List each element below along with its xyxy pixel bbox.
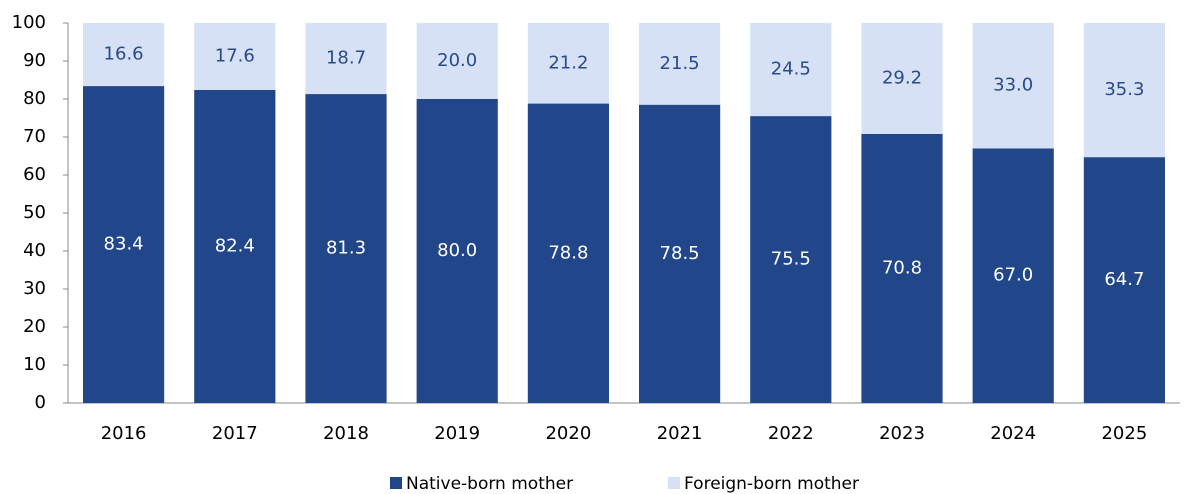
data-label: 64.7 (1104, 269, 1144, 290)
x-tick-label: 2020 (545, 423, 591, 444)
data-label: 70.8 (882, 257, 922, 278)
data-label: 18.7 (326, 48, 366, 69)
y-tick-label: 60 (23, 164, 46, 185)
bar-segment (194, 89, 276, 403)
legend-label: Foreign-born mother (684, 474, 859, 494)
legend-swatch (668, 477, 680, 489)
x-tick-label: 2022 (768, 423, 814, 444)
x-tick-label: 2024 (990, 423, 1036, 444)
bar-segment (750, 23, 832, 117)
bar-segment (527, 23, 609, 104)
bar-segment (972, 148, 1054, 403)
y-tick-label: 100 (12, 12, 46, 33)
bar-segment (83, 23, 165, 87)
data-label: 29.2 (882, 67, 922, 88)
bar-segment (194, 23, 276, 90)
x-tick-label: 2019 (434, 423, 480, 444)
bar-segment (416, 23, 498, 99)
data-label: 82.4 (215, 235, 255, 256)
y-tick-label: 30 (23, 278, 46, 299)
data-label: 35.3 (1104, 79, 1144, 100)
data-label: 24.5 (771, 59, 811, 80)
bar-segment (83, 86, 165, 403)
data-label: 21.5 (660, 53, 700, 74)
data-label: 83.4 (104, 234, 144, 255)
legend-swatch (390, 477, 402, 489)
data-label: 80.0 (437, 240, 477, 261)
bar-segment (1083, 157, 1165, 403)
y-tick-label: 0 (35, 392, 46, 413)
bar-segment (639, 104, 721, 403)
x-tick-label: 2017 (212, 423, 258, 444)
bar-segment (527, 103, 609, 403)
x-tick-label: 2018 (323, 423, 369, 444)
bar-segment (416, 99, 498, 403)
bar-segment (1083, 23, 1165, 158)
x-tick-label: 2025 (1101, 423, 1147, 444)
data-label: 75.5 (771, 249, 811, 270)
y-tick-label: 10 (23, 354, 46, 375)
y-tick-label: 90 (23, 50, 46, 71)
data-label: 67.0 (993, 265, 1033, 286)
y-tick-label: 20 (23, 316, 46, 337)
data-label: 81.3 (326, 238, 366, 259)
x-tick-label: 2016 (101, 423, 147, 444)
bar-segment (639, 23, 721, 105)
x-tick-label: 2021 (657, 423, 703, 444)
legend-label: Native-born mother (406, 474, 573, 494)
bar-segment (305, 94, 387, 403)
y-tick-label: 80 (23, 88, 46, 109)
x-tick-label: 2023 (879, 423, 925, 444)
bar-segment (861, 133, 943, 403)
data-label: 20.0 (437, 50, 477, 71)
y-tick-label: 40 (23, 240, 46, 261)
data-label: 78.5 (660, 243, 700, 264)
bar-segment (972, 23, 1054, 149)
bar-segment (305, 23, 387, 95)
data-label: 17.6 (215, 45, 255, 66)
bar-segment (750, 116, 832, 403)
y-tick-label: 50 (23, 202, 46, 223)
bar-segment (861, 23, 943, 134)
data-label: 33.0 (993, 75, 1033, 96)
data-label: 78.8 (548, 242, 588, 263)
data-label: 21.2 (548, 52, 588, 73)
y-tick-label: 70 (23, 126, 46, 147)
data-label: 16.6 (104, 44, 144, 65)
